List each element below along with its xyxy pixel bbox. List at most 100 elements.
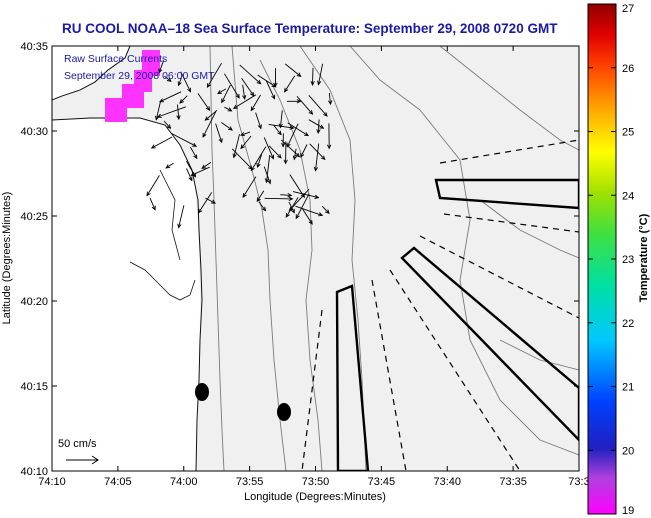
current-vector: [240, 135, 252, 149]
current-vector: [328, 92, 331, 105]
colorbar-tick-label: 21: [622, 382, 634, 394]
colorbar-tick-label: 27: [622, 3, 634, 15]
current-vector-head: [287, 193, 293, 198]
current-vector: [157, 106, 186, 118]
current-vector-head: [146, 191, 151, 197]
sample-box: [400, 246, 579, 442]
current-vector: [165, 162, 174, 169]
current-vector-head: [193, 154, 198, 160]
current-vector: [265, 80, 275, 99]
current-vector: [258, 201, 266, 211]
colorbar-ticks: 27 26 25 24 23 22 21 20 19: [588, 3, 634, 517]
coastline-shore: [52, 117, 203, 471]
current-vector: [233, 134, 240, 158]
scale-label: 50 cm/s: [58, 438, 97, 450]
current-vector: [164, 75, 172, 82]
current-vector-head: [271, 83, 277, 88]
coastline-bay: [129, 261, 196, 301]
sst-pixel: [142, 50, 160, 76]
current-vector: [308, 95, 328, 117]
current-vector-head: [232, 153, 237, 159]
colorbar-tick-label: 25: [622, 127, 634, 139]
current-vector: [180, 71, 191, 92]
current-vector: [197, 93, 210, 111]
current-vector-head: [240, 132, 245, 137]
wedge-line: [439, 139, 579, 164]
current-vector: [217, 88, 227, 94]
current-vector-head: [166, 124, 172, 129]
y-tick-label: 40:10: [20, 466, 48, 478]
wedge-line: [443, 213, 579, 233]
current-vector: [263, 166, 271, 184]
current-vector-head: [264, 178, 269, 184]
contour-line: [299, 46, 367, 471]
contour-line: [259, 59, 323, 471]
contour-line: [439, 46, 579, 151]
current-vector: [257, 74, 276, 88]
current-vector-head: [277, 130, 282, 136]
x-tick-label: 73:40: [433, 476, 461, 488]
current-vector: [224, 106, 232, 112]
map-area: Raw Surface Currents September 29, 2008 …: [52, 46, 579, 471]
sst-pixel: [105, 98, 127, 122]
current-vector-head: [326, 144, 332, 150]
current-vector-head: [285, 212, 290, 218]
current-vector-head: [201, 164, 207, 169]
current-vector-head: [295, 152, 301, 158]
current-vector: [231, 148, 253, 170]
current-vector: [301, 207, 313, 225]
current-vector: [263, 137, 274, 159]
current-vector-head: [296, 72, 302, 78]
wedge-line: [419, 235, 579, 319]
contour-line: [499, 339, 579, 371]
current-vector-head: [165, 164, 171, 169]
coastline-river: [159, 169, 181, 261]
current-vector: [240, 131, 251, 136]
current-vector-head: [206, 83, 211, 88]
current-vector-head: [300, 193, 305, 199]
current-vector: [158, 60, 165, 73]
current-vector: [178, 205, 185, 228]
current-vector-head: [257, 124, 262, 130]
x-tick-label: 74:05: [104, 476, 132, 488]
current-vector: [177, 104, 180, 120]
current-vector-head: [325, 209, 330, 215]
current-vector: [201, 162, 212, 169]
current-vector-head: [240, 144, 245, 150]
current-vector-head: [250, 106, 255, 112]
current-vector-head: [232, 104, 238, 109]
x-tick-label: 74:10: [38, 476, 66, 488]
current-vector: [273, 124, 282, 135]
current-vector: [256, 190, 265, 202]
y-tick-label: 40:15: [20, 381, 48, 393]
current-vector-head: [271, 94, 276, 100]
current-vector-head: [289, 125, 295, 130]
current-vector: [257, 154, 263, 168]
y-tick-label: 40:25: [20, 211, 48, 223]
x-tick-label: 73:45: [368, 476, 396, 488]
x-tick-label: 73:3: [568, 476, 589, 488]
current-vector: [151, 136, 173, 149]
current-vector-head: [188, 176, 193, 182]
x-tick-label: 74:00: [170, 476, 198, 488]
current-vector: [205, 109, 218, 121]
current-vector-head: [256, 79, 262, 85]
current-vector-head: [281, 142, 286, 148]
current-vectors: [146, 60, 333, 229]
current-vector-head: [205, 106, 211, 112]
current-vector: [264, 197, 293, 200]
current-vector-head: [227, 107, 233, 112]
current-vector-head: [267, 179, 272, 185]
y-tick-label: 40:30: [20, 126, 48, 138]
bathymetry-contours: [209, 46, 579, 471]
current-vector-head: [218, 138, 223, 144]
current-vector: [250, 146, 267, 171]
land-west: [52, 118, 200, 471]
current-vector-head: [283, 159, 288, 165]
mooring-marker: [277, 403, 291, 421]
current-vector: [221, 122, 233, 131]
y-tick-label: 40:35: [20, 41, 48, 53]
current-vector: [242, 176, 257, 198]
contour-line: [349, 46, 579, 456]
